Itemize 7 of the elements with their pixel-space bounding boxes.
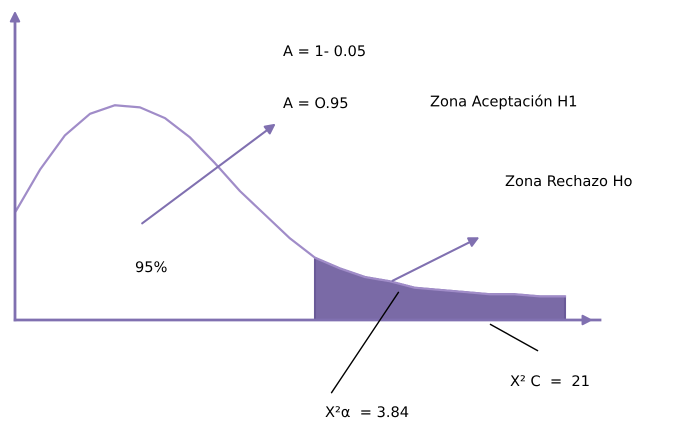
annotation: Zona Rechazo Ho bbox=[506, 174, 632, 186]
text: A = 1- 0.05 bbox=[283, 45, 365, 56]
annotation: 95% bbox=[136, 261, 167, 272]
text: X² C = 21 bbox=[510, 375, 589, 386]
text: X²α = 3.84 bbox=[325, 406, 408, 418]
annotation: Zona Aceptación H1 bbox=[430, 94, 576, 110]
annotation: A = O.95 bbox=[283, 97, 348, 108]
